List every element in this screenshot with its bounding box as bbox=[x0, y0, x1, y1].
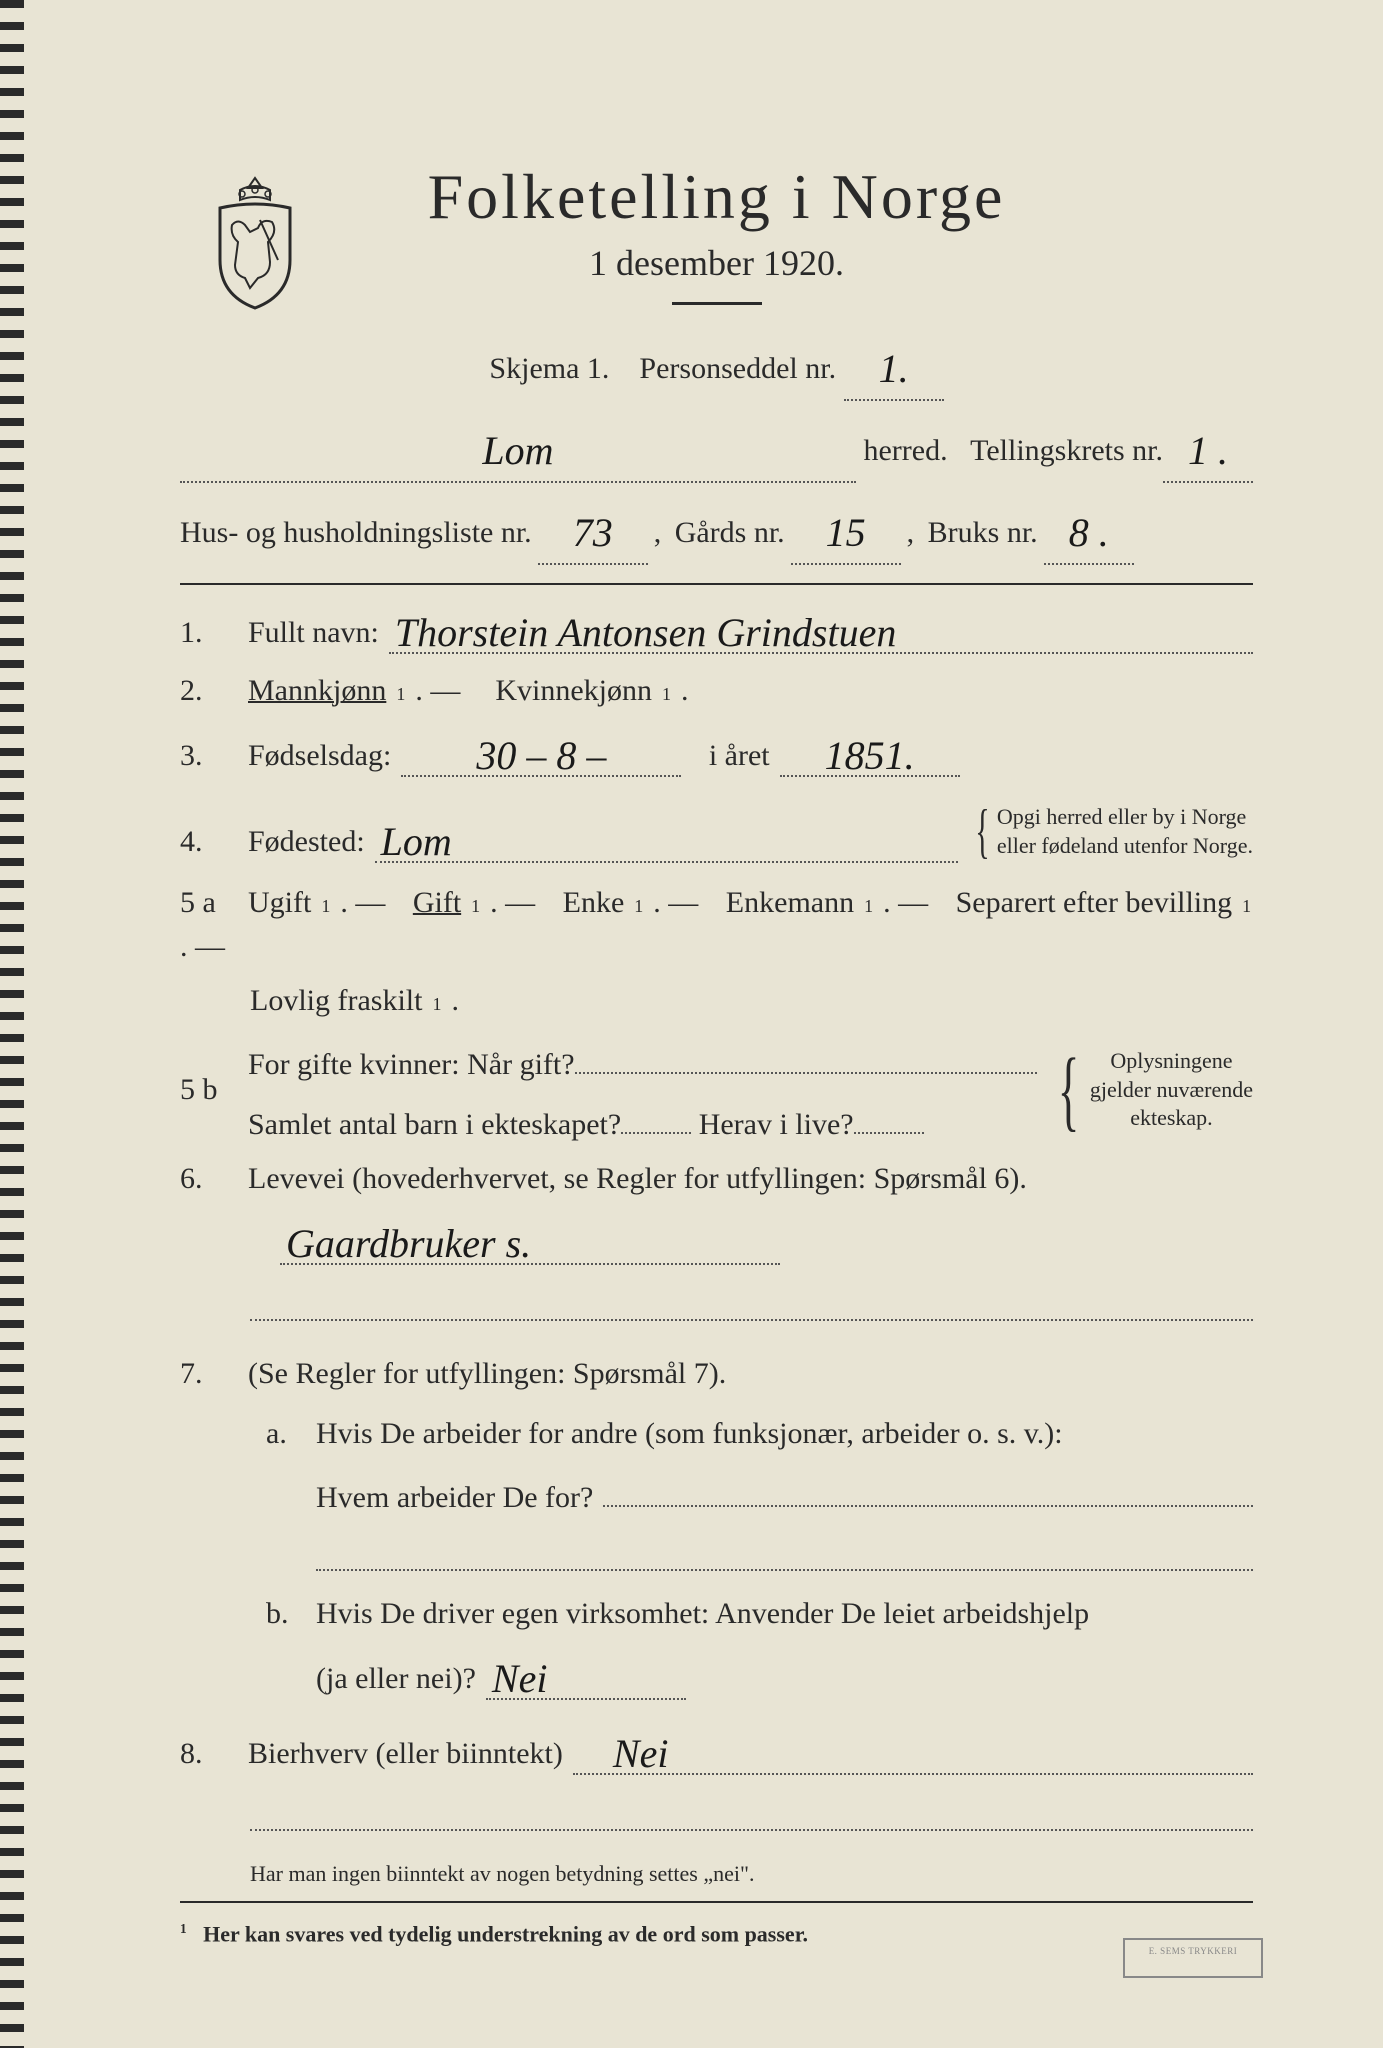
q3-label: Fødselsdag: bbox=[248, 739, 391, 773]
q1-value: Thorstein Antonsen Grindstuen bbox=[395, 610, 897, 655]
footer-divider bbox=[180, 1901, 1253, 1903]
q5a-ugift: Ugift bbox=[248, 886, 311, 920]
q7-row: 7. (Se Regler for utfyllingen: Spørsmål … bbox=[180, 1357, 1253, 1391]
q6-blank-row bbox=[250, 1285, 1253, 1321]
q7-num: 7. bbox=[180, 1357, 238, 1391]
q5a-enke: Enke bbox=[563, 886, 625, 920]
q4-note: { Opgi herred eller by i Norge eller fød… bbox=[968, 797, 1253, 866]
section-divider bbox=[180, 583, 1253, 585]
q8-value: Nei bbox=[613, 1731, 669, 1776]
q4-num: 4. bbox=[180, 825, 238, 859]
header-divider bbox=[672, 302, 762, 305]
gards-value: 15 bbox=[826, 510, 866, 555]
q8-blank bbox=[250, 1795, 1253, 1831]
q2-kvinne: Kvinnekjønn bbox=[495, 674, 652, 708]
q5a-lovlig: Lovlig fraskilt bbox=[250, 984, 422, 1018]
q1-label: Fullt navn: bbox=[248, 616, 379, 650]
footer-note-2: 1 Her kan svares ved tydelig understrekn… bbox=[180, 1921, 1253, 1947]
q7a-row: a. Hvis De arbeider for andre (som funks… bbox=[180, 1417, 1253, 1451]
q3-year: 1851. bbox=[825, 733, 915, 778]
q7b-row: b. Hvis De driver egen virksomhet: Anven… bbox=[180, 1597, 1253, 1631]
q7a-label2: Hvem arbeider De for? bbox=[316, 1481, 593, 1515]
q5b-label3: Herav i live? bbox=[699, 1108, 854, 1142]
printer-stamp: E. SEMS TRYKKERI bbox=[1123, 1938, 1263, 1978]
form-id-line: Skjema 1. Personseddel nr. 1. bbox=[180, 331, 1253, 401]
skjema-label: Skjema 1. bbox=[489, 352, 609, 385]
q7a-num: a. bbox=[248, 1417, 306, 1451]
q4-label: Fødested: bbox=[248, 825, 365, 859]
q7b-row2: (ja eller nei)? Nei bbox=[180, 1651, 1253, 1700]
main-title: Folketelling i Norge bbox=[180, 160, 1253, 234]
q7-label: (Se Regler for utfyllingen: Spørsmål 7). bbox=[248, 1357, 726, 1391]
q1-row: 1. Fullt navn: Thorstein Antonsen Grinds… bbox=[180, 605, 1253, 654]
date-subtitle: 1 desember 1920. bbox=[180, 242, 1253, 284]
q5a-row: 5 a Ugift1. — Gift1. — Enke1. — Enkemann… bbox=[180, 886, 1253, 964]
census-form-page: Folketelling i Norge 1 desember 1920. Sk… bbox=[0, 0, 1383, 2048]
q6-num: 6. bbox=[180, 1162, 238, 1196]
left-perforation-edge bbox=[0, 0, 24, 2048]
q3-num: 3. bbox=[180, 739, 238, 773]
q8-label: Bierhverv (eller biinntekt) bbox=[248, 1737, 563, 1771]
q6-label: Levevei (hovederhvervet, se Regler for u… bbox=[248, 1162, 1027, 1196]
bruks-label: Bruks nr. bbox=[928, 507, 1038, 558]
herred-label: herred. bbox=[863, 425, 947, 476]
gards-label: Gårds nr. bbox=[675, 507, 785, 558]
q7b-value: Nei bbox=[492, 1656, 548, 1701]
tellingskrets-value: 1 . bbox=[1188, 428, 1228, 473]
q7a-row2: Hvem arbeider De for? bbox=[180, 1471, 1253, 1515]
herred-line: Lom herred. Tellingskrets nr. 1 . bbox=[180, 413, 1253, 483]
q7b-num: b. bbox=[248, 1597, 306, 1631]
q1-num: 1. bbox=[180, 616, 238, 650]
q5b-note: { Oplysningene gjelder nuværende ekteska… bbox=[1047, 1039, 1253, 1142]
q3-year-label: i året bbox=[709, 739, 770, 773]
q5a-enkemann: Enkemann bbox=[726, 886, 854, 920]
q5a-row2: Lovlig fraskilt1. bbox=[250, 984, 1253, 1018]
tellingskrets-label: Tellingskrets nr. bbox=[970, 425, 1163, 476]
q2-row: 2. Mannkjønn1. — Kvinnekjønn1. bbox=[180, 674, 1253, 708]
footer-note-1: Har man ingen biinntekt av nogen betydni… bbox=[250, 1861, 1253, 1887]
q7b-label1: Hvis De driver egen virksomhet: Anvender… bbox=[316, 1597, 1089, 1631]
q5b-num: 5 b bbox=[180, 1073, 238, 1107]
bruks-value: 8 . bbox=[1069, 510, 1109, 555]
document-header: Folketelling i Norge 1 desember 1920. bbox=[180, 160, 1253, 305]
q3-row: 3. Fødselsdag: 30 – 8 – i året 1851. bbox=[180, 728, 1253, 777]
q6-value-row: Gaardbruker s. bbox=[280, 1216, 1253, 1265]
husliste-label: Hus- og husholdningsliste nr. bbox=[180, 507, 532, 558]
q8-row: 8. Bierhverv (eller biinntekt) Nei bbox=[180, 1726, 1253, 1775]
q5a-gift: Gift bbox=[413, 886, 461, 920]
q3-day: 30 – 8 – bbox=[476, 733, 606, 778]
q2-num: 2. bbox=[180, 674, 238, 708]
q6-value: Gaardbruker s. bbox=[286, 1221, 531, 1266]
q5b-row: 5 b For gifte kvinner: Når gift? Samlet … bbox=[180, 1038, 1253, 1142]
husliste-value: 73 bbox=[573, 510, 613, 555]
q5a-num: 5 a bbox=[180, 886, 238, 920]
q7a-label1: Hvis De arbeider for andre (som funksjon… bbox=[316, 1417, 1063, 1451]
q5b-label2: Samlet antal barn i ekteskapet? bbox=[248, 1108, 621, 1142]
q4-row: 4. Fødested: Lom { Opgi herred eller by … bbox=[180, 797, 1253, 866]
q7b-label2: (ja eller nei)? bbox=[316, 1662, 476, 1696]
q2-mann: Mannkjønn bbox=[248, 674, 386, 708]
q8-num: 8. bbox=[180, 1737, 238, 1771]
q7a-blank bbox=[180, 1535, 1253, 1571]
q4-value: Lom bbox=[381, 819, 452, 864]
q6-row: 6. Levevei (hovederhvervet, se Regler fo… bbox=[180, 1162, 1253, 1196]
list-numbers-line: Hus- og husholdningsliste nr. 73 , Gårds… bbox=[180, 495, 1253, 565]
q5b-label1: For gifte kvinner: Når gift? bbox=[248, 1048, 575, 1082]
q5a-separert: Separert efter bevilling bbox=[956, 886, 1233, 920]
herred-value: Lom bbox=[482, 428, 553, 473]
coat-of-arms-icon bbox=[200, 170, 310, 310]
personseddel-value: 1. bbox=[879, 346, 909, 391]
personseddel-label: Personseddel nr. bbox=[639, 352, 836, 385]
